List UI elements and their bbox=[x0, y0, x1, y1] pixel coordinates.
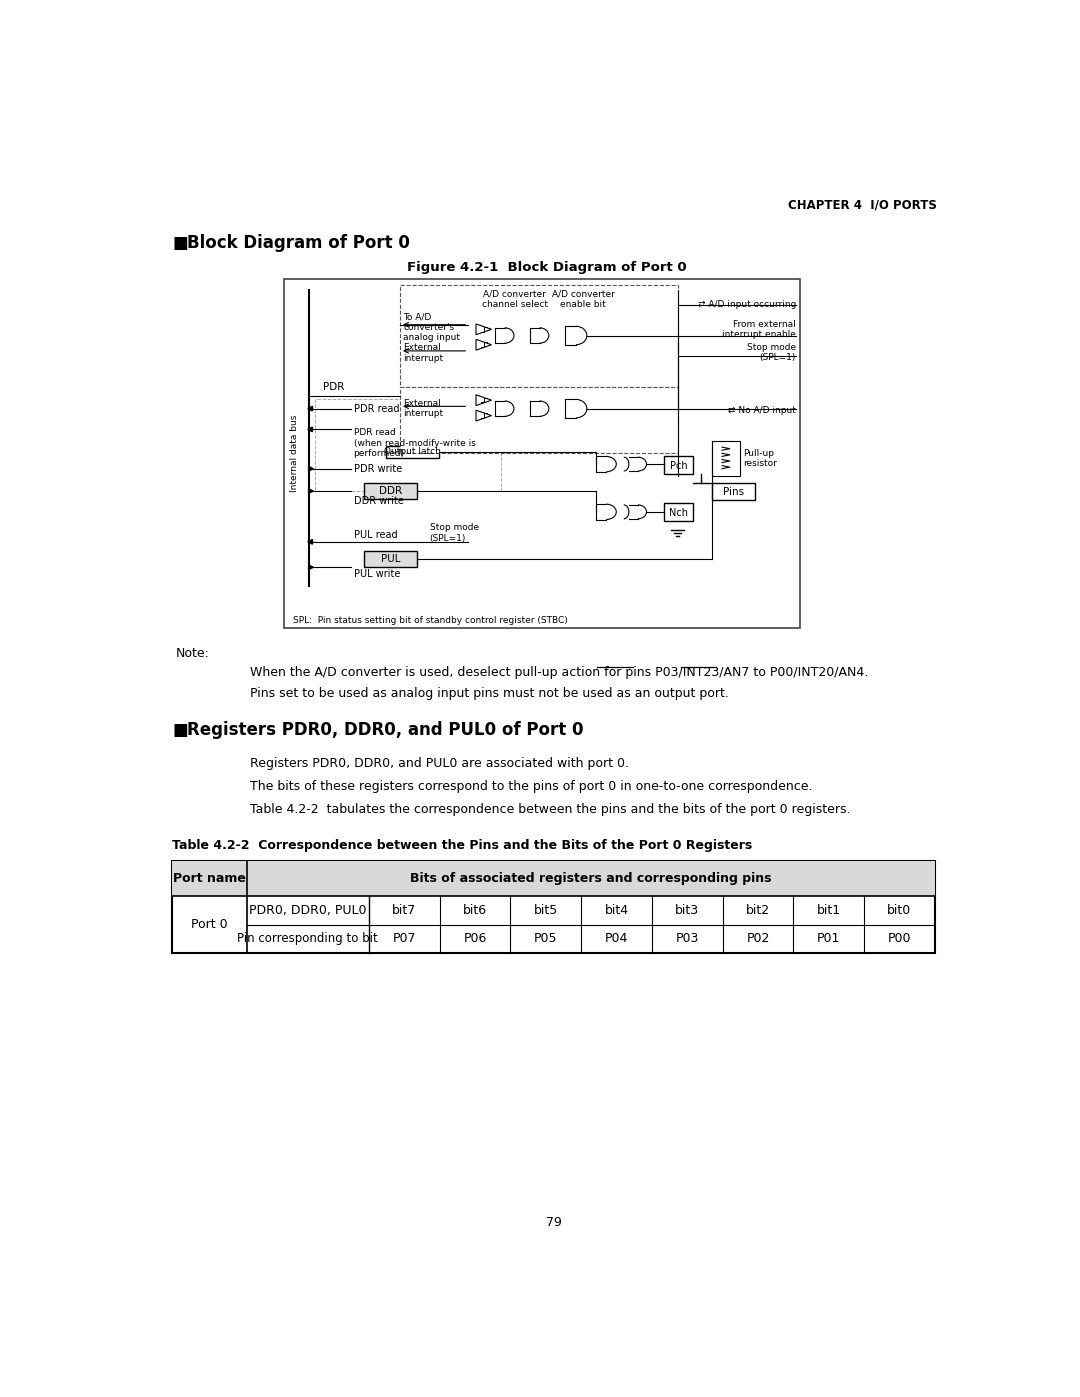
Text: CHAPTER 4  I/O PORTS: CHAPTER 4 I/O PORTS bbox=[788, 198, 937, 211]
Text: ⇄ No A/D input: ⇄ No A/D input bbox=[728, 405, 796, 415]
Text: Pins set to be used as analog input pins must not be used as an output port.: Pins set to be used as analog input pins… bbox=[249, 686, 729, 700]
Text: ■: ■ bbox=[172, 721, 188, 739]
Text: Registers PDR0, DDR0, and PUL0 of Port 0: Registers PDR0, DDR0, and PUL0 of Port 0 bbox=[187, 721, 583, 739]
Text: PDR read: PDR read bbox=[353, 404, 399, 414]
Text: Figure 4.2-1  Block Diagram of Port 0: Figure 4.2-1 Block Diagram of Port 0 bbox=[407, 261, 687, 274]
Bar bbox=[172, 861, 935, 895]
Text: PDR read
(when read-modify-write is
performed): PDR read (when read-modify-write is perf… bbox=[353, 427, 475, 458]
Polygon shape bbox=[476, 411, 491, 420]
Polygon shape bbox=[309, 489, 313, 493]
Text: Table 4.2-2  tabulates the correspondence between the pins and the bits of the p: Table 4.2-2 tabulates the correspondence… bbox=[249, 803, 850, 816]
Polygon shape bbox=[476, 339, 491, 351]
Text: PUL read: PUL read bbox=[353, 529, 397, 539]
Text: ■: ■ bbox=[172, 235, 188, 251]
Text: P00: P00 bbox=[888, 932, 912, 946]
Bar bbox=[387, 446, 438, 458]
Text: 79: 79 bbox=[545, 1215, 562, 1229]
Text: P07: P07 bbox=[393, 932, 416, 946]
Text: External
interrupt: External interrupt bbox=[403, 344, 443, 363]
Text: Block Diagram of Port 0: Block Diagram of Port 0 bbox=[187, 235, 409, 251]
Text: P01: P01 bbox=[818, 932, 840, 946]
Polygon shape bbox=[309, 467, 313, 471]
Text: Note:: Note: bbox=[176, 647, 210, 659]
Text: Nch: Nch bbox=[670, 509, 688, 518]
Bar bbox=[400, 387, 677, 453]
Bar bbox=[314, 398, 501, 490]
Text: Pch: Pch bbox=[670, 461, 688, 471]
Polygon shape bbox=[476, 324, 491, 335]
Text: PDR0, DDR0, PUL0: PDR0, DDR0, PUL0 bbox=[249, 904, 366, 916]
Text: P03: P03 bbox=[676, 932, 699, 946]
Text: Pins: Pins bbox=[724, 486, 744, 497]
Polygon shape bbox=[308, 407, 312, 411]
Bar bbox=[713, 441, 740, 475]
Text: From external
interrupt enable: From external interrupt enable bbox=[723, 320, 796, 339]
Bar bbox=[284, 278, 800, 629]
Text: ⇄ A/D input occurring: ⇄ A/D input occurring bbox=[698, 300, 796, 309]
Text: Pin corresponding to bit: Pin corresponding to bit bbox=[238, 932, 378, 946]
Bar bbox=[364, 550, 417, 567]
Text: bit3: bit3 bbox=[675, 904, 700, 916]
Text: External
interrupt: External interrupt bbox=[403, 398, 443, 418]
Text: Stop mode
(SPL=1): Stop mode (SPL=1) bbox=[747, 342, 796, 362]
Text: bit6: bit6 bbox=[463, 904, 487, 916]
Text: bit0: bit0 bbox=[888, 904, 912, 916]
Text: DDR: DDR bbox=[379, 486, 403, 496]
Text: DDR write: DDR write bbox=[353, 496, 404, 506]
Text: Registers PDR0, DDR0, and PUL0 are associated with port 0.: Registers PDR0, DDR0, and PUL0 are assoc… bbox=[249, 757, 629, 770]
Polygon shape bbox=[308, 427, 312, 432]
Text: A/D converter
channel select: A/D converter channel select bbox=[482, 289, 548, 309]
Text: bit1: bit1 bbox=[816, 904, 841, 916]
Text: PDR: PDR bbox=[323, 383, 343, 393]
Polygon shape bbox=[309, 564, 313, 570]
Text: bit7: bit7 bbox=[392, 904, 417, 916]
Text: When the A/D converter is used, deselect pull-up action for pins P03/INT23/AN7 t: When the A/D converter is used, deselect… bbox=[249, 666, 868, 679]
Polygon shape bbox=[476, 395, 491, 405]
Text: Stop mode
(SPL=1): Stop mode (SPL=1) bbox=[430, 524, 478, 543]
Bar bbox=[400, 285, 677, 387]
Text: bit4: bit4 bbox=[605, 904, 629, 916]
Text: bit2: bit2 bbox=[746, 904, 770, 916]
Text: To A/D
converter's
analog input: To A/D converter's analog input bbox=[403, 313, 460, 342]
Bar bbox=[172, 861, 935, 953]
Text: Table 4.2-2  Correspondence between the Pins and the Bits of the Port 0 Register: Table 4.2-2 Correspondence between the P… bbox=[172, 840, 753, 852]
Bar bbox=[364, 483, 417, 499]
Text: Port name: Port name bbox=[173, 872, 246, 884]
Text: Pull-up
resistor: Pull-up resistor bbox=[743, 448, 778, 468]
Text: PDR write: PDR write bbox=[353, 464, 402, 474]
Bar bbox=[664, 455, 693, 474]
Text: P05: P05 bbox=[535, 932, 557, 946]
Text: PUL write: PUL write bbox=[353, 569, 400, 580]
Text: PUL: PUL bbox=[381, 553, 401, 564]
Text: Port 0: Port 0 bbox=[191, 918, 228, 930]
Text: Bits of associated registers and corresponding pins: Bits of associated registers and corresp… bbox=[410, 872, 771, 884]
Text: bit5: bit5 bbox=[534, 904, 558, 916]
Text: The bits of these registers correspond to the pins of port 0 in one-to-one corre: The bits of these registers correspond t… bbox=[249, 780, 812, 792]
Text: Output latch: Output latch bbox=[384, 447, 441, 457]
Text: SPL:  Pin status setting bit of standby control register (STBC): SPL: Pin status setting bit of standby c… bbox=[293, 616, 568, 624]
Text: P04: P04 bbox=[605, 932, 629, 946]
Text: P02: P02 bbox=[746, 932, 770, 946]
Text: Internal data bus: Internal data bus bbox=[291, 415, 299, 492]
Polygon shape bbox=[308, 539, 312, 545]
Text: A/D converter
enable bit: A/D converter enable bit bbox=[552, 289, 615, 309]
Bar bbox=[664, 503, 693, 521]
Bar bbox=[713, 483, 755, 500]
Text: P06: P06 bbox=[463, 932, 487, 946]
